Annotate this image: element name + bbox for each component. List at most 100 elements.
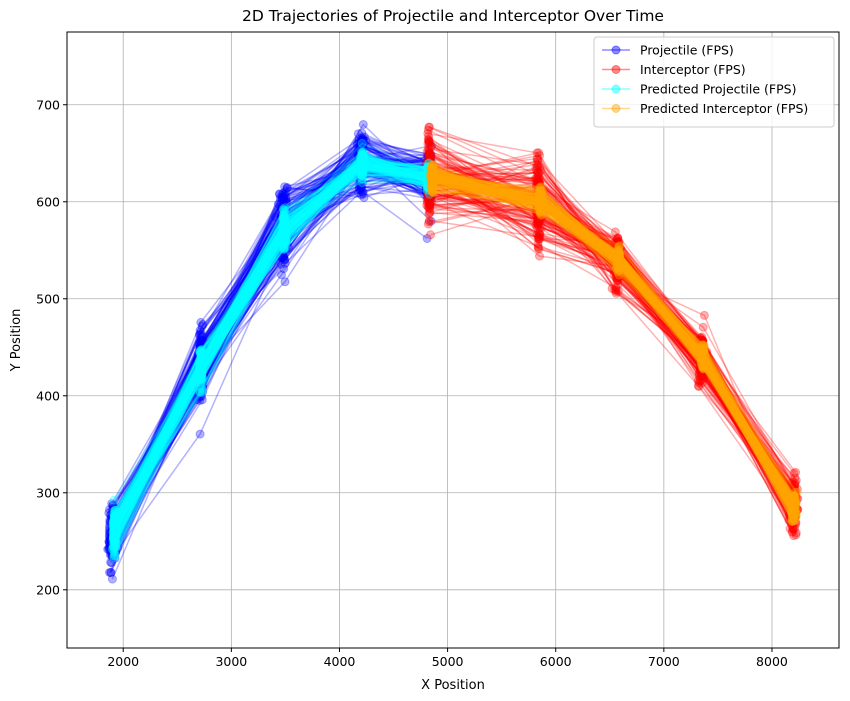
trajectory-point: [107, 558, 117, 568]
trajectory-point: [107, 505, 117, 515]
trajectory-point: [425, 177, 435, 187]
trajectory-point: [280, 203, 290, 213]
trajectory-line: [112, 167, 429, 529]
trajectory-point: [425, 187, 435, 197]
trajectory-point: [107, 534, 117, 544]
trajectory-point: [423, 163, 433, 172]
trajectory-line: [113, 159, 428, 544]
trajectory-point: [354, 181, 364, 191]
trajectory-point: [198, 332, 208, 342]
trajectory-point: [358, 151, 368, 161]
trajectory-line: [111, 155, 430, 543]
trajectory-line: [429, 172, 796, 524]
trajectory-line: [432, 177, 794, 511]
trajectory-point: [105, 528, 115, 538]
trajectory-point: [354, 166, 364, 176]
trajectory-point: [196, 360, 206, 370]
trajectory-point: [279, 196, 289, 206]
trajectory-point: [278, 207, 288, 216]
trajectory-line: [109, 146, 431, 534]
trajectory-point: [198, 368, 208, 378]
trajectory-line: [433, 173, 797, 502]
trajectory-point: [356, 172, 366, 182]
trajectory-point: [276, 211, 286, 221]
trajectory-point: [279, 254, 289, 264]
trajectory-point: [197, 365, 207, 375]
trajectory-point: [279, 193, 289, 203]
trajectory-line: [111, 160, 429, 556]
trajectory-line: [431, 176, 794, 515]
trajectory-point: [196, 327, 206, 337]
trajectory-line: [433, 171, 795, 516]
trajectory-point: [109, 540, 119, 550]
trajectory-point: [356, 158, 366, 168]
trajectory-line: [108, 161, 429, 549]
trajectory-point: [108, 531, 118, 541]
trajectory-line: [431, 176, 795, 515]
trajectory-point: [108, 534, 118, 544]
trajectory-line: [429, 158, 794, 512]
trajectory-point: [355, 173, 365, 183]
trajectory-point: [195, 348, 205, 358]
trajectory-line: [112, 159, 429, 509]
trajectory-line: [110, 169, 429, 549]
trajectory-point: [281, 245, 291, 255]
trajectory-line: [113, 142, 430, 544]
trajectory-point: [279, 252, 289, 262]
trajectory-line: [115, 135, 432, 529]
trajectory-point: [357, 166, 367, 176]
trajectory-point: [280, 258, 290, 268]
trajectory-line: [111, 137, 427, 535]
trajectory-point: [421, 166, 431, 176]
trajectory-point: [424, 171, 434, 180]
trajectory-point: [110, 523, 120, 533]
trajectory-point: [356, 158, 366, 168]
trajectory-line: [114, 151, 430, 529]
trajectory-point: [281, 186, 290, 196]
trajectory-point: [426, 158, 436, 168]
trajectory-point: [358, 143, 368, 153]
trajectory-point: [271, 212, 281, 222]
trajectory-point: [104, 522, 114, 532]
x-tick-label: 2000: [107, 654, 139, 669]
trajectory-point: [107, 538, 117, 547]
trajectory-point: [424, 164, 434, 173]
trajectory-point: [280, 225, 290, 235]
trajectory-point: [281, 227, 291, 237]
trajectory-line: [108, 132, 431, 550]
trajectory-point: [356, 166, 366, 176]
trajectory-point: [105, 539, 115, 549]
trajectory-line: [108, 166, 427, 543]
trajectory-point: [198, 381, 208, 391]
trajectory-point: [195, 349, 205, 359]
trajectory-point: [276, 219, 286, 229]
trajectory-point: [280, 219, 290, 229]
trajectory-point: [105, 536, 115, 546]
y-tick-label: 400: [36, 388, 60, 403]
trajectory-line: [111, 174, 432, 547]
trajectory-point: [534, 232, 543, 242]
trajectory-line: [113, 168, 429, 513]
trajectory-line: [431, 171, 796, 516]
y-tick-label: 300: [36, 485, 60, 500]
trajectory-point: [196, 317, 206, 327]
trajectory-point: [107, 499, 117, 509]
trajectory-point: [278, 209, 288, 219]
trajectory-point: [532, 160, 542, 170]
trajectory-line: [113, 164, 432, 545]
trajectory-point: [109, 521, 119, 531]
trajectory-point: [355, 185, 365, 195]
trajectory-point: [355, 163, 365, 173]
trajectory-point: [196, 378, 206, 388]
trajectory-line: [110, 155, 428, 520]
trajectory-point: [424, 175, 434, 185]
trajectory-point: [425, 173, 435, 183]
trajectory-point: [277, 238, 287, 248]
trajectory-point: [197, 366, 207, 376]
trajectory-point: [109, 553, 119, 563]
trajectory-point: [276, 210, 286, 220]
trajectory-point: [424, 189, 434, 199]
trajectory-point: [198, 368, 207, 378]
trajectory-point: [426, 160, 436, 170]
trajectory-point: [196, 353, 206, 363]
